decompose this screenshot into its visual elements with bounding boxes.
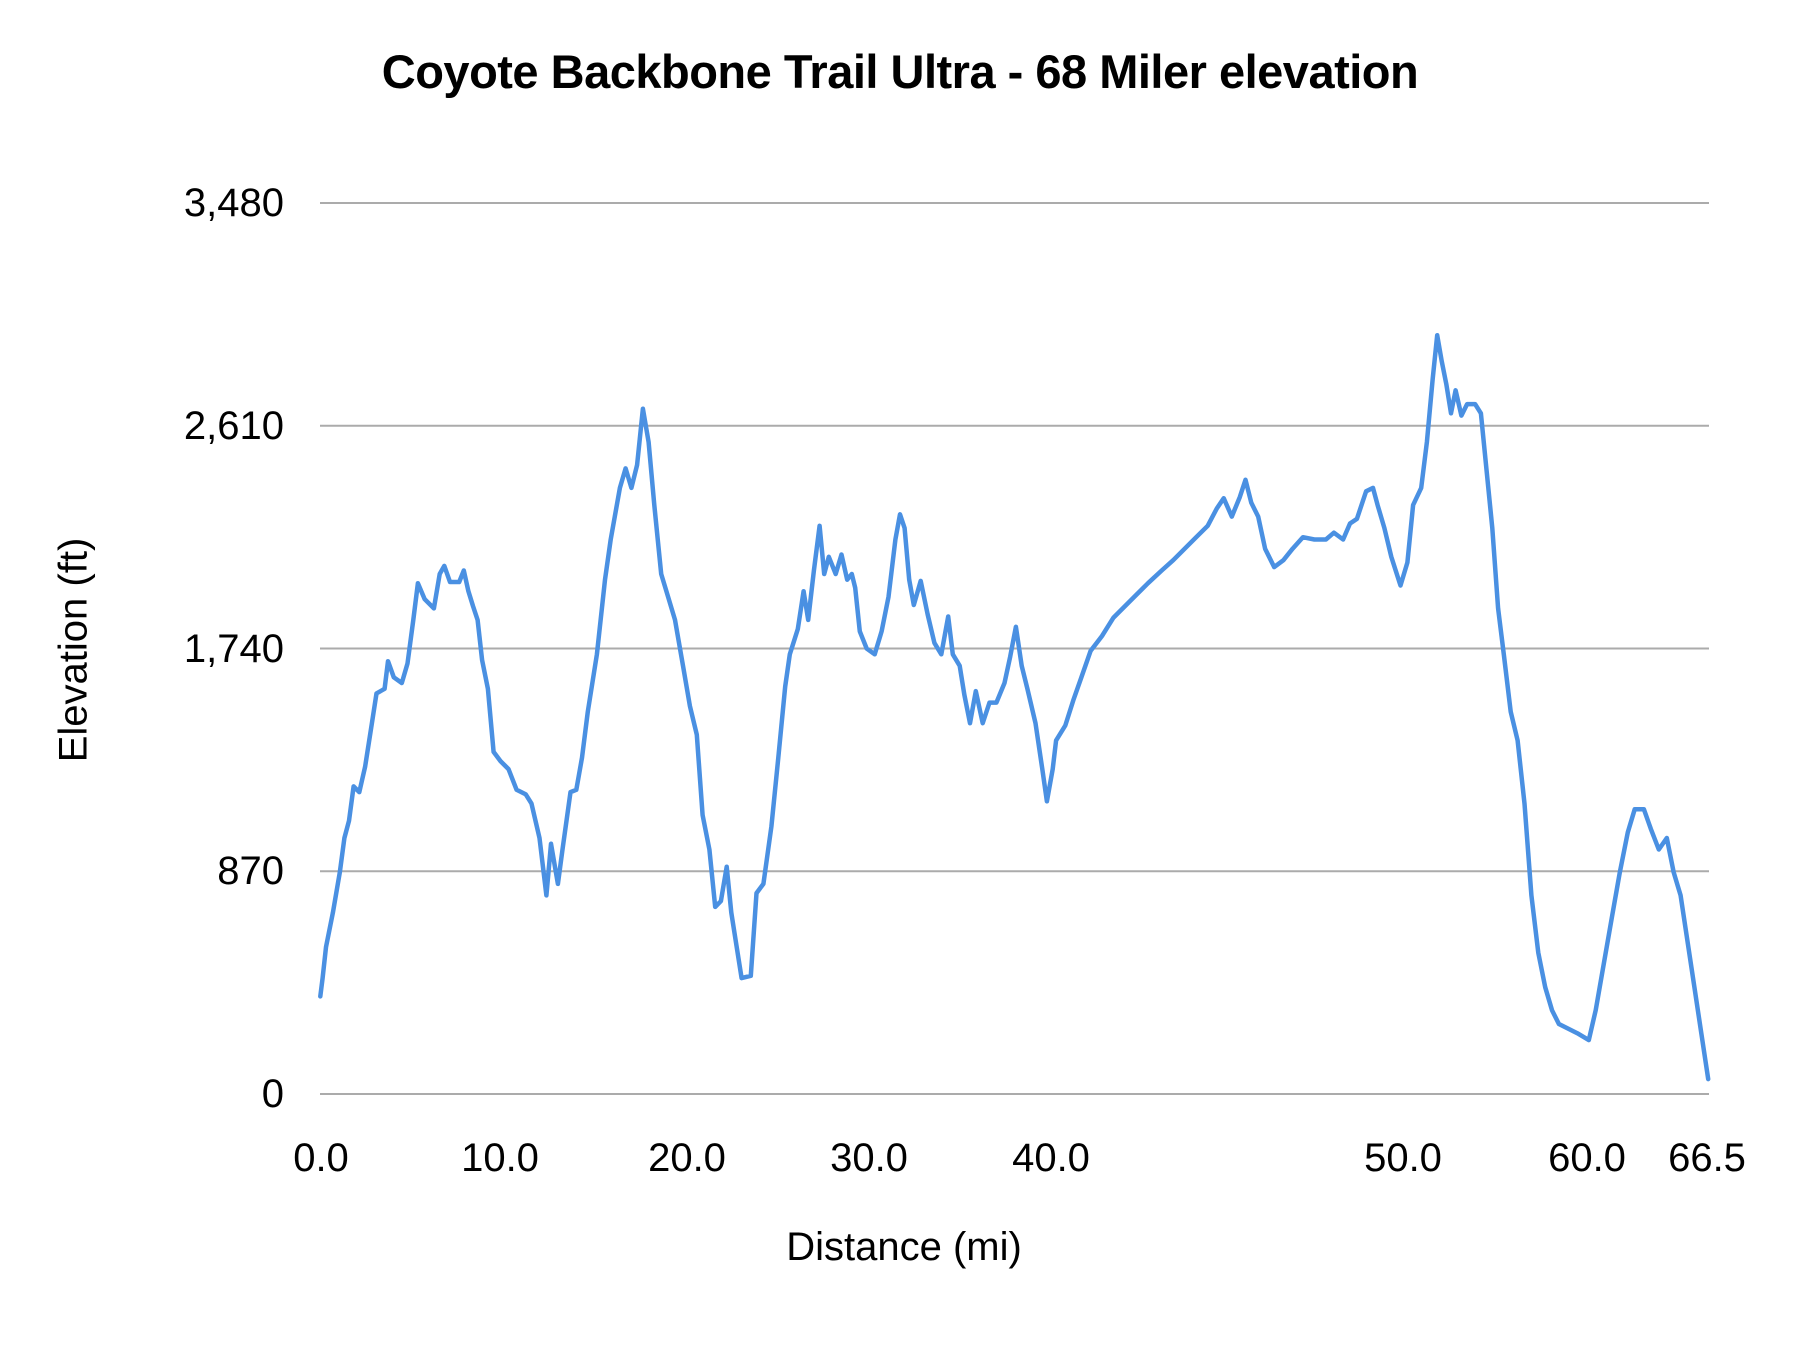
x-tick-label: 40.0 xyxy=(1012,1136,1090,1180)
y-tick-label: 1,740 xyxy=(183,626,284,671)
x-axis-label: Distance (mi) xyxy=(786,1225,1022,1269)
y-tick-label: 2,610 xyxy=(183,403,284,448)
x-tick-label: 66.5 xyxy=(1668,1136,1746,1180)
y-tick-label: 3,480 xyxy=(183,181,284,225)
x-tick-label: 60.0 xyxy=(1548,1136,1626,1180)
y-tick-label: 0 xyxy=(261,1072,284,1116)
x-tick-label: 20.0 xyxy=(648,1136,726,1180)
gridlines xyxy=(320,202,1709,1095)
x-tick-label: 0.0 xyxy=(293,1136,349,1180)
chart-title: Coyote Backbone Trail Ultra - 68 Miler e… xyxy=(381,45,1419,98)
y-tick-label: 870 xyxy=(217,849,284,894)
y-axis-label: Elevation (ft) xyxy=(51,537,96,763)
x-tick-label: 50.0 xyxy=(1364,1136,1442,1180)
elevation-line xyxy=(318,332,1711,1082)
x-tick-label: 10.0 xyxy=(461,1136,539,1180)
x-tick-label: 30.0 xyxy=(830,1136,908,1180)
